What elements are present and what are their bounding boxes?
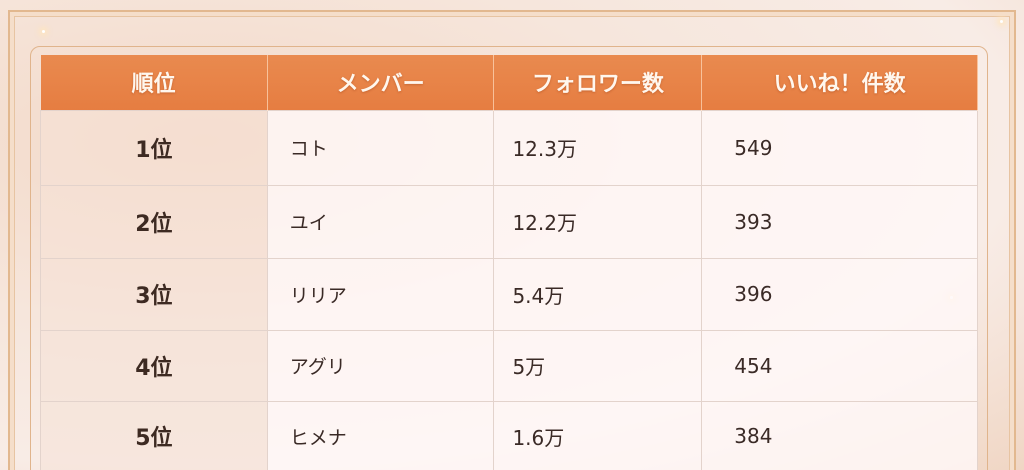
- table-row: 3位 リリア 5.4万 396: [40, 257, 978, 331]
- followers-cell: 12.2万: [493, 184, 703, 259]
- likes-cell: 396: [701, 257, 978, 331]
- table-row: 4位 アグリ 5万 454: [40, 329, 978, 402]
- header-rank: 順位: [40, 55, 268, 110]
- followers-cell: 12.3万: [493, 109, 703, 186]
- member-cell: ユイ: [266, 184, 495, 259]
- sparkle-icon: [42, 30, 45, 33]
- rank-cell: 2位: [40, 184, 268, 259]
- likes-cell: 454: [701, 329, 978, 402]
- member-cell: アグリ: [266, 329, 495, 402]
- inner-frame: [30, 46, 988, 470]
- table-row: 2位 ユイ 12.2万 393: [40, 184, 978, 259]
- table-row: 1位 コト 12.3万 549: [40, 109, 978, 186]
- member-cell: ヒメナ: [266, 400, 495, 470]
- decorative-frame: [8, 10, 1016, 470]
- member-cell: リリア: [266, 257, 495, 331]
- followers-cell: 5万: [493, 329, 703, 402]
- header-member: メンバー: [267, 55, 495, 110]
- ranking-table: 順位 メンバー フォロワー数 いいね！件数 1位 コト 12.3万 549 2位…: [40, 55, 978, 470]
- rank-cell: 1位: [40, 109, 268, 186]
- likes-cell: 549: [701, 109, 978, 186]
- rank-cell: 5位: [40, 400, 268, 470]
- table-row: 5位 ヒメナ 1.6万 384: [40, 400, 978, 470]
- likes-cell: 393: [701, 184, 978, 259]
- member-cell: コト: [266, 109, 495, 186]
- sparkle-icon: [1000, 20, 1003, 23]
- header-followers: フォロワー数: [493, 55, 703, 110]
- header-likes: いいね！件数: [701, 55, 978, 110]
- followers-cell: 1.6万: [493, 400, 703, 470]
- rank-cell: 4位: [40, 329, 268, 402]
- followers-cell: 5.4万: [493, 257, 703, 331]
- rank-cell: 3位: [40, 257, 268, 331]
- header-row: 順位 メンバー フォロワー数 いいね！件数: [40, 55, 978, 110]
- likes-cell: 384: [701, 400, 978, 470]
